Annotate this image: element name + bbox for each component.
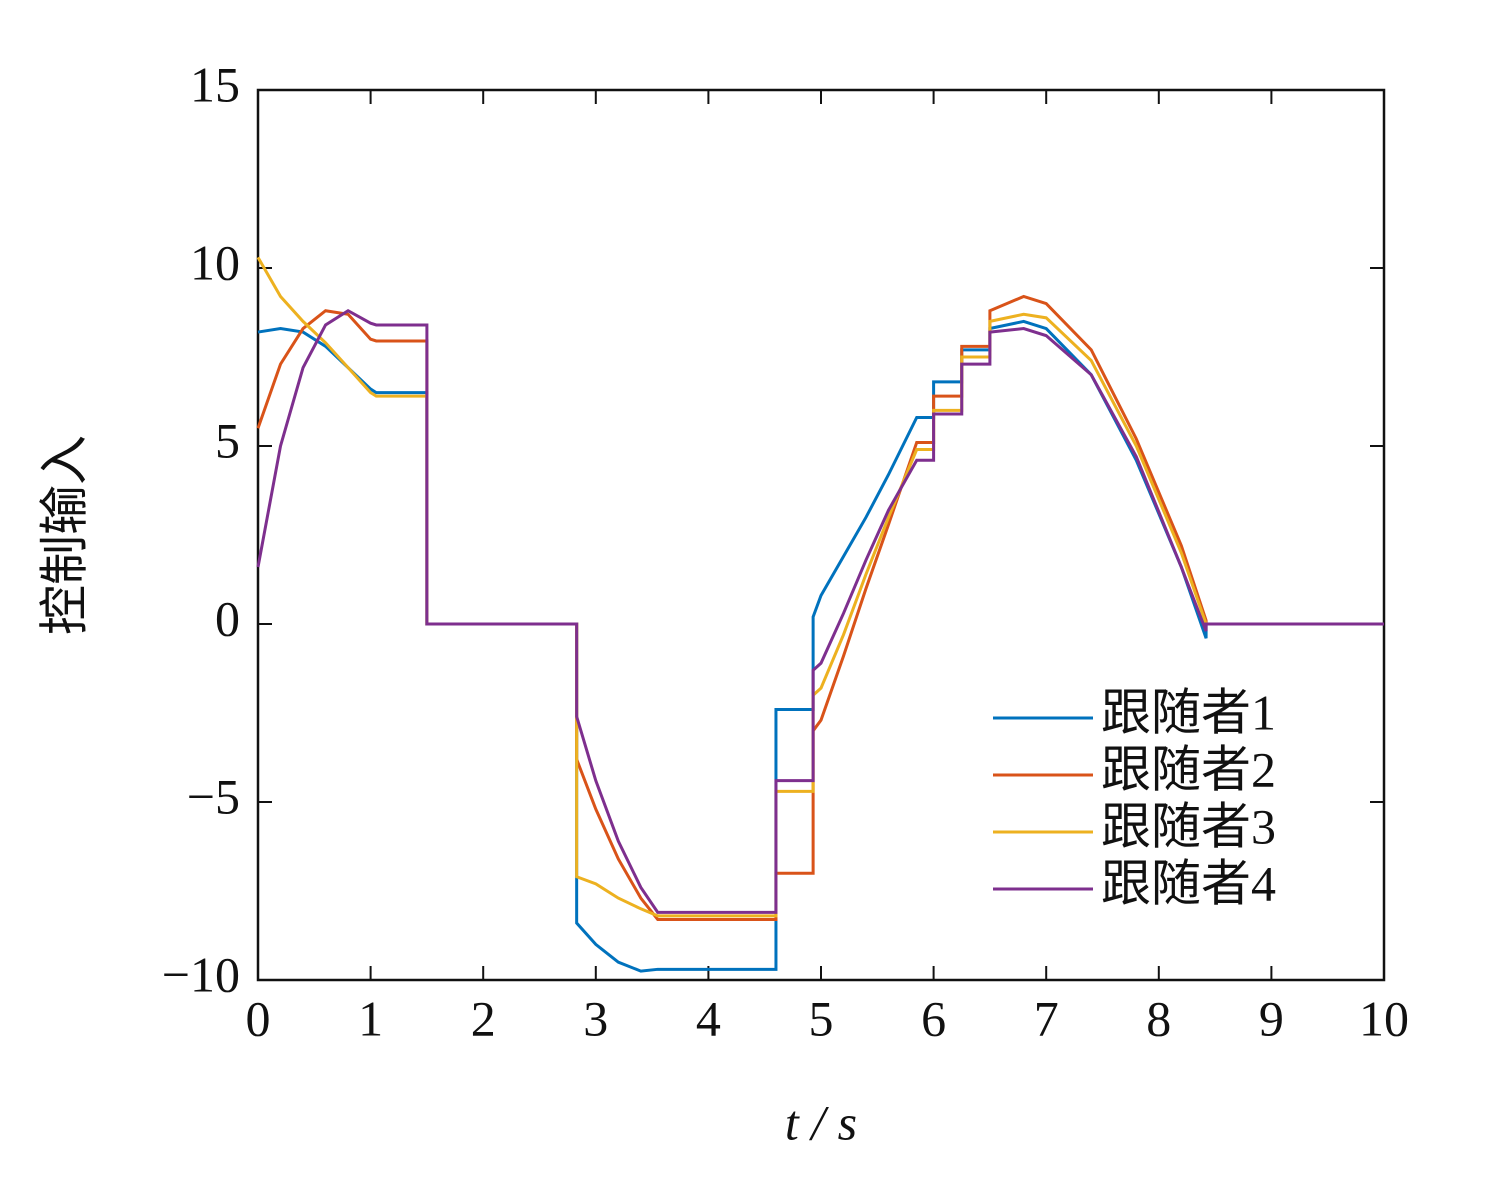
y-axis-label: 控制输入 [36, 435, 92, 635]
y-tick-label: −5 [187, 768, 240, 824]
y-tick-label: 0 [215, 590, 240, 646]
x-tick-label: 0 [246, 990, 271, 1046]
x-axis-label: t / s [785, 1094, 857, 1150]
x-tick-label: 4 [696, 990, 721, 1046]
x-tick-label: 1 [358, 990, 383, 1046]
y-tick-label: 5 [215, 412, 240, 468]
x-tick-label: 10 [1359, 990, 1409, 1046]
x-tick-label: 9 [1259, 990, 1284, 1046]
x-tick-label: 3 [583, 990, 608, 1046]
x-tick-label: 6 [921, 990, 946, 1046]
y-tick-label: 10 [190, 234, 240, 290]
legend-label: 跟随者2 [1101, 741, 1276, 797]
legend-label: 跟随者4 [1101, 855, 1276, 911]
legend-label: 跟随者1 [1101, 684, 1276, 740]
x-tick-label: 7 [1034, 990, 1059, 1046]
x-tick-label: 5 [809, 990, 834, 1046]
legend-label: 跟随者3 [1101, 798, 1276, 854]
series-line [256, 308, 1384, 914]
series-line [257, 319, 1384, 973]
x-tick-label: 8 [1146, 990, 1171, 1046]
y-tick-label: −10 [162, 946, 240, 1002]
y-tick-label: 15 [190, 56, 240, 112]
x-tick-label: 2 [471, 990, 496, 1046]
